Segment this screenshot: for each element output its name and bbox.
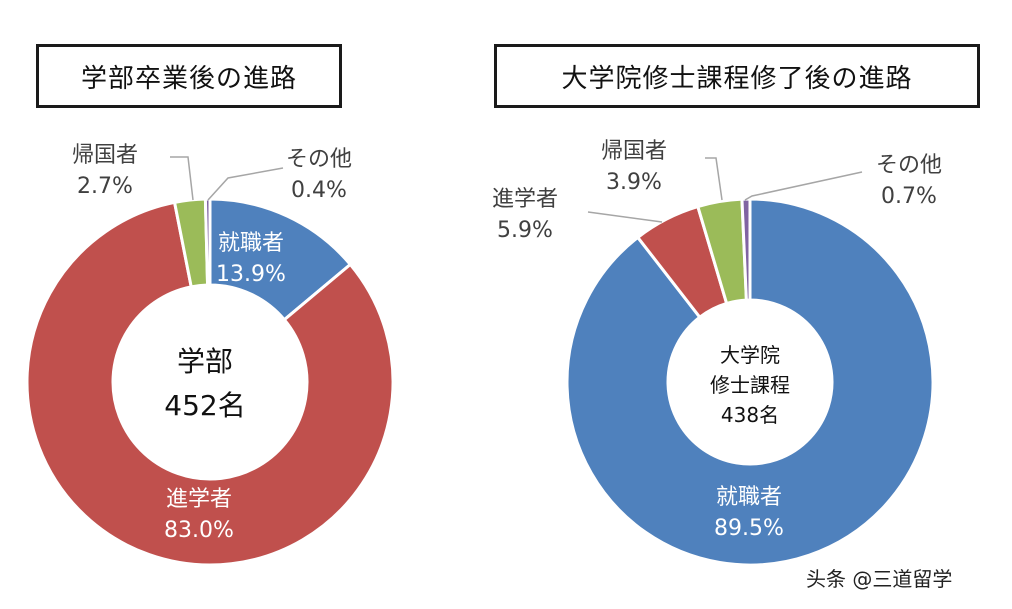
center-label-undergrad: 学部 452名 bbox=[145, 340, 265, 428]
label-pct: 89.5% bbox=[714, 516, 784, 541]
label-text: その他 bbox=[876, 153, 943, 178]
donut-masters bbox=[565, 197, 935, 567]
chart-title-masters: 大学院修士課程修了後の進路 bbox=[494, 44, 980, 108]
donut-undergrad bbox=[25, 197, 395, 567]
label-pct: 3.9% bbox=[606, 170, 662, 195]
label-pct: 2.7% bbox=[77, 174, 133, 199]
center-label-masters: 大学院 修士課程 438名 bbox=[690, 340, 810, 430]
label-pct: 0.7% bbox=[881, 184, 937, 209]
label-text: 進学者 bbox=[165, 487, 232, 512]
donut-slice bbox=[203, 197, 212, 287]
leader-lines bbox=[170, 156, 863, 223]
label-pct: 5.9% bbox=[497, 218, 553, 243]
label-text: 就職者 bbox=[217, 231, 284, 256]
label-employed-masters: 就職者 89.5% bbox=[714, 482, 784, 544]
label-text: 帰国者 bbox=[72, 143, 139, 168]
chart-title-undergrad: 学部卒業後の進路 bbox=[36, 44, 342, 108]
center-subtitle: 修士課程 bbox=[710, 373, 790, 397]
center-title: 学部 bbox=[176, 345, 233, 378]
label-further-study-masters: 進学者 5.9% bbox=[492, 184, 558, 246]
label-returnee-masters: 帰国者 3.9% bbox=[601, 136, 667, 198]
donut-slice bbox=[565, 197, 935, 567]
label-pct: 0.4% bbox=[291, 178, 347, 203]
donut-slice bbox=[25, 200, 395, 567]
label-pct: 83.0% bbox=[164, 518, 234, 543]
label-returnee-undergrad: 帰国者 2.7% bbox=[72, 140, 138, 202]
label-further-study-undergrad: 進学者 83.0% bbox=[164, 484, 234, 546]
label-text: その他 bbox=[286, 147, 353, 172]
watermark: 头条 @三道留学 bbox=[806, 567, 953, 591]
label-text: 就職者 bbox=[715, 485, 782, 510]
label-other-undergrad: その他 0.4% bbox=[286, 144, 352, 206]
label-text: 帰国者 bbox=[601, 139, 668, 164]
label-other-masters: その他 0.7% bbox=[876, 150, 942, 212]
center-count: 452名 bbox=[164, 389, 246, 422]
label-pct: 13.9% bbox=[216, 262, 286, 287]
center-title: 大学院 bbox=[720, 343, 780, 367]
donut-slice bbox=[740, 197, 752, 302]
label-employed-undergrad: 就職者 13.9% bbox=[216, 228, 286, 290]
center-count: 438名 bbox=[720, 403, 780, 427]
label-text: 進学者 bbox=[492, 187, 559, 212]
